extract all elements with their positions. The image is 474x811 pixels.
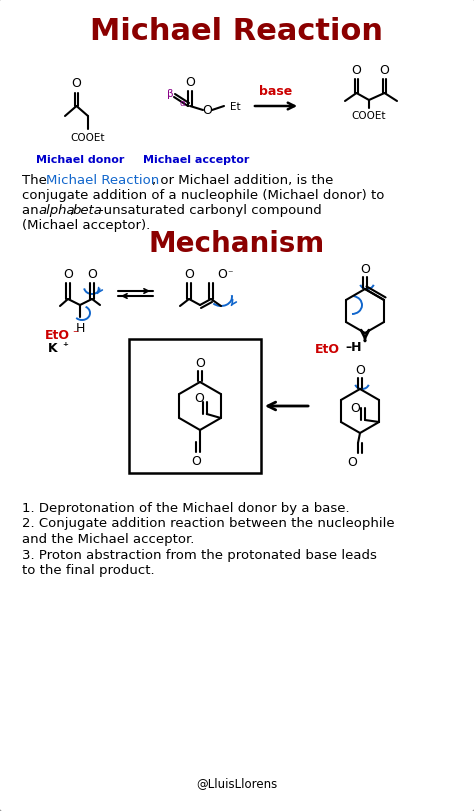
Text: and the Michael acceptor.: and the Michael acceptor. [22, 532, 194, 545]
Text: EtO: EtO [45, 329, 70, 342]
Text: ⁻: ⁻ [227, 268, 233, 279]
Text: Michael Reaction: Michael Reaction [46, 174, 159, 187]
Text: O: O [87, 268, 97, 281]
Text: beta: beta [73, 204, 103, 217]
Text: α: α [180, 100, 186, 109]
Text: ,: , [69, 204, 73, 217]
Text: –unsaturated carbonyl compound: –unsaturated carbonyl compound [97, 204, 322, 217]
Text: 1. Deprotonation of the Michael donor by a base.: 1. Deprotonation of the Michael donor by… [22, 501, 350, 514]
Text: O: O [380, 64, 390, 77]
Text: O: O [195, 357, 205, 370]
Text: O: O [185, 76, 195, 89]
FancyBboxPatch shape [129, 340, 261, 474]
Text: O: O [72, 77, 82, 90]
Text: an: an [22, 204, 43, 217]
Text: –H: –H [345, 341, 362, 354]
Text: , or Michael addition, is the: , or Michael addition, is the [152, 174, 333, 187]
Text: ⁺: ⁺ [62, 341, 68, 351]
Text: O: O [202, 105, 212, 118]
Text: O: O [355, 363, 365, 376]
Text: O: O [352, 64, 362, 77]
Text: H: H [75, 322, 85, 335]
Text: to the final product.: to the final product. [22, 564, 155, 577]
Text: EtO: EtO [315, 343, 340, 356]
Text: K: K [48, 342, 58, 355]
Text: @LluisLlorens: @LluisLlorens [196, 777, 278, 790]
Text: O: O [63, 268, 73, 281]
Text: β: β [167, 89, 173, 99]
Text: The: The [22, 174, 51, 187]
Text: O: O [194, 392, 204, 405]
Text: Michael acceptor: Michael acceptor [143, 155, 249, 165]
Text: O: O [360, 263, 370, 276]
Text: (Michael acceptor).: (Michael acceptor). [22, 219, 150, 232]
Text: O: O [347, 456, 357, 469]
Text: O: O [217, 268, 227, 281]
Text: O: O [184, 268, 194, 281]
Text: O: O [191, 454, 201, 467]
Text: alpha: alpha [38, 204, 74, 217]
Text: Et: Et [230, 102, 241, 112]
Text: COOEt: COOEt [352, 111, 386, 121]
Text: 3. Proton abstraction from the protonated base leads: 3. Proton abstraction from the protonate… [22, 547, 377, 561]
Text: ⁻: ⁻ [72, 328, 78, 338]
Text: Michael donor: Michael donor [36, 155, 124, 165]
Text: 2. Conjugate addition reaction between the nucleophile: 2. Conjugate addition reaction between t… [22, 517, 395, 530]
Text: Mechanism: Mechanism [149, 230, 325, 258]
Text: O: O [350, 401, 360, 414]
Text: conjugate addition of a nucleophile (Michael donor) to: conjugate addition of a nucleophile (Mic… [22, 189, 384, 202]
Text: base: base [259, 85, 292, 98]
Text: COOEt: COOEt [71, 133, 105, 143]
Text: Michael Reaction: Michael Reaction [91, 18, 383, 46]
